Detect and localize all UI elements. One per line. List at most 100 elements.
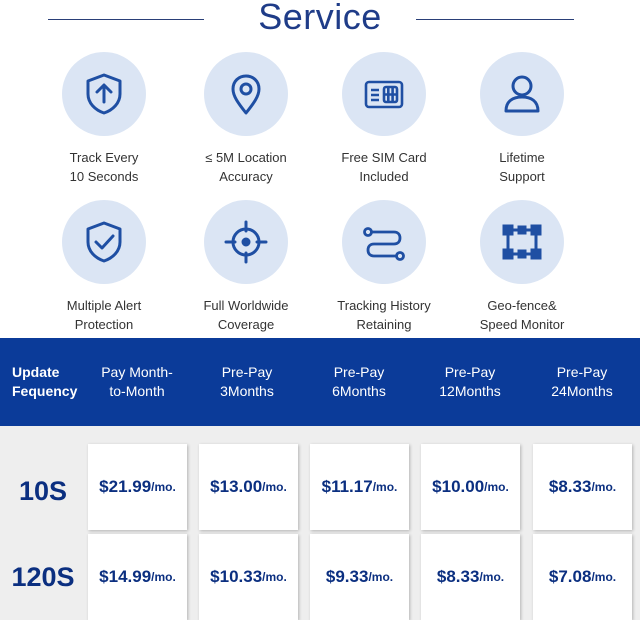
sim-card-icon xyxy=(364,80,404,109)
feature-tracking-history: Tracking History Retaining xyxy=(312,200,456,334)
feature-icon-circle xyxy=(204,200,288,284)
price-value: $9.33 xyxy=(325,567,369,586)
page-header: Service xyxy=(0,0,640,40)
feature-worldwide-coverage: Full Worldwide Coverage xyxy=(174,200,318,334)
feature-lifetime-support: Lifetime Support xyxy=(450,52,594,186)
plan-header-line: Pay Month- xyxy=(101,364,173,380)
price-cell: $14.99/mo. xyxy=(88,534,187,620)
feature-icon-circle xyxy=(342,52,426,136)
price-value: $8.33 xyxy=(548,477,592,496)
price-unit: /mo. xyxy=(368,570,394,584)
price-cell: $8.33/mo. xyxy=(533,444,632,530)
plan-header-line: 3Months xyxy=(220,383,274,399)
price-cell: $21.99/mo. xyxy=(88,444,187,530)
plan-header-line: 12Months xyxy=(439,383,501,399)
feature-label-line: Geo-fence& xyxy=(487,298,557,313)
price-value: $13.00 xyxy=(210,477,263,496)
feature-geofence-speed-monitor: Geo-fence& Speed Monitor xyxy=(450,200,594,334)
header-divider-left xyxy=(48,19,204,20)
feature-location-accuracy: ≤ 5M Location Accuracy xyxy=(174,52,318,186)
plan-header-month-to-month: Pay Month- to-Month xyxy=(82,338,192,426)
feature-label-line: Free SIM Card xyxy=(341,150,427,165)
price-unit: /mo. xyxy=(372,480,398,494)
feature-icon-circle xyxy=(204,52,288,136)
plan-header-3-months: Pre-Pay 3Months xyxy=(192,338,302,426)
price-cell: $7.08/mo. xyxy=(533,534,632,620)
price-unit: /mo. xyxy=(262,480,287,494)
feature-label: Multiple Alert Protection xyxy=(32,296,176,334)
feature-label: ≤ 5M Location Accuracy xyxy=(174,148,318,186)
feature-label-line: Lifetime xyxy=(499,150,545,165)
plan-header-line: Pre-Pay xyxy=(444,364,496,380)
feature-label-line: Track Every xyxy=(69,150,139,165)
price-unit: /mo. xyxy=(151,570,176,584)
header-divider-right xyxy=(416,19,574,20)
plan-header-line: 6Months xyxy=(332,383,386,399)
feature-free-sim-card: Free SIM Card Included xyxy=(312,52,456,186)
price-value: $10.33 xyxy=(210,567,263,586)
price-cell: $11.17/mo. xyxy=(310,444,409,530)
feature-label-line: Speed Monitor xyxy=(479,317,565,332)
feature-label: Geo-fence& Speed Monitor xyxy=(450,296,594,334)
price-unit: /mo. xyxy=(479,570,505,584)
price-value: $7.08 xyxy=(548,567,592,586)
row-label-120s: 120S xyxy=(11,562,75,592)
feature-label-line: Support xyxy=(499,169,545,184)
price-cell: $9.33/mo. xyxy=(310,534,409,620)
price-cell: $13.00/mo. xyxy=(199,444,298,530)
plan-header-line: 24Months xyxy=(551,383,613,399)
price-value: $10.00 xyxy=(432,477,485,496)
feature-label-line: Retaining xyxy=(356,317,412,332)
feature-label-line: Tracking History xyxy=(337,298,431,313)
geofence-icon xyxy=(502,224,542,260)
price-value: $11.17 xyxy=(321,477,373,496)
feature-label-line: Included xyxy=(359,169,409,184)
update-frequency-header: Update Fequency xyxy=(0,338,86,426)
feature-label: Full Worldwide Coverage xyxy=(174,296,318,334)
feature-label-line: Protection xyxy=(74,317,134,332)
price-unit: /mo. xyxy=(591,570,617,584)
price-value: $21.99 xyxy=(99,477,152,496)
header-label-line: Fequency xyxy=(12,383,78,399)
price-cell: $8.33/mo. xyxy=(421,534,520,620)
feature-label-line: ≤ 5M Location xyxy=(205,150,287,165)
crosshair-icon xyxy=(224,220,268,264)
price-cell: $10.00/mo. xyxy=(421,444,520,530)
feature-icon-circle xyxy=(480,52,564,136)
price-unit: /mo. xyxy=(484,480,509,494)
plan-header-12-months: Pre-Pay 12Months xyxy=(415,338,525,426)
feature-label-line: Accuracy xyxy=(219,169,273,184)
user-icon xyxy=(504,75,540,113)
price-value: $8.33 xyxy=(436,567,480,586)
feature-label-line: Full Worldwide xyxy=(203,298,289,313)
price-cell: $10.33/mo. xyxy=(199,534,298,620)
plan-header-line: Pre-Pay xyxy=(556,364,608,380)
plan-header-24-months: Pre-Pay 24Months xyxy=(527,338,637,426)
feature-icon-circle xyxy=(62,52,146,136)
price-unit: /mo. xyxy=(151,480,176,494)
feature-icon-circle xyxy=(62,200,146,284)
feature-label: Tracking History Retaining xyxy=(312,296,456,334)
price-value: $14.99 xyxy=(99,567,152,586)
feature-label-line: 10 Seconds xyxy=(69,169,139,184)
header-label-line: Update xyxy=(12,364,60,380)
row-label-10s: 10S xyxy=(18,476,68,506)
feature-label-line: Coverage xyxy=(217,317,275,332)
feature-label-line: Multiple Alert xyxy=(66,298,142,313)
feature-multiple-alert-protection: Multiple Alert Protection xyxy=(32,200,176,334)
feature-label: Lifetime Support xyxy=(450,148,594,186)
feature-label: Track Every 10 Seconds xyxy=(32,148,176,186)
price-unit: /mo. xyxy=(591,480,617,494)
plan-header-6-months: Pre-Pay 6Months xyxy=(304,338,414,426)
shield-check-icon xyxy=(86,221,122,263)
location-pin-icon xyxy=(231,74,261,115)
route-icon xyxy=(363,227,405,261)
plan-header-line: to-Month xyxy=(109,383,165,399)
feature-track-every-10-seconds: Track Every 10 Seconds xyxy=(32,52,176,186)
plan-header-line: Pre-Pay xyxy=(221,364,273,380)
shield-arrow-icon xyxy=(86,73,122,115)
pricing-table: 10S $21.99/mo. $13.00/mo. $11.17/mo. $10… xyxy=(0,426,640,620)
pricing-header-band: Update Fequency Pay Month- to-Month Pre-… xyxy=(0,338,640,426)
plan-header-line: Pre-Pay xyxy=(333,364,385,380)
price-unit: /mo. xyxy=(262,570,287,584)
